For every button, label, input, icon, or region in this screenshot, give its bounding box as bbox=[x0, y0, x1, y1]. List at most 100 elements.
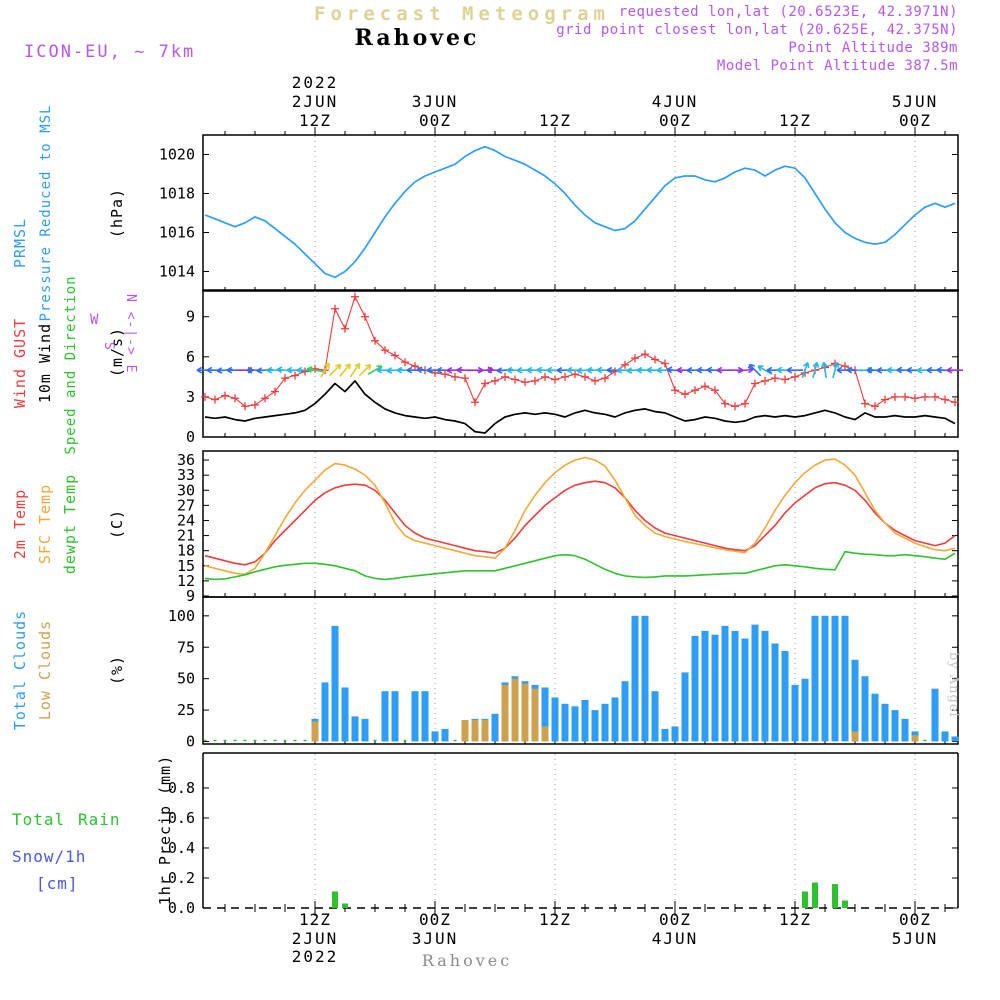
side-label: 1hr Precip (mm) bbox=[156, 755, 174, 905]
wind-arrow-head bbox=[666, 368, 672, 374]
wind-direction-arrow bbox=[832, 362, 838, 379]
wind-arrow-head bbox=[344, 363, 351, 367]
precip-legend-rain: Rain bbox=[78, 810, 121, 829]
low-cloud-bar bbox=[481, 720, 489, 742]
bottom-axis-day-label: 4JUN bbox=[652, 929, 699, 948]
total-cloud-bar bbox=[601, 703, 609, 742]
total-cloud-bar bbox=[641, 615, 649, 742]
wind-arrow-head bbox=[836, 369, 843, 374]
wind-arrow-head bbox=[686, 369, 693, 374]
wind-arrow-head bbox=[706, 369, 713, 374]
y-tick-label: 6 bbox=[186, 348, 195, 366]
meta-grid-point-coords: grid point closest lon,lat (20.625E, 42.… bbox=[556, 22, 958, 38]
total-cloud-bar bbox=[781, 651, 789, 742]
model-label: ICON-EU, ~ 7km bbox=[24, 42, 196, 62]
wind-arrow-head bbox=[586, 369, 593, 374]
y-tick-label: 0.6 bbox=[168, 809, 195, 827]
wind-arrow-head bbox=[596, 369, 603, 374]
wind-arrow-head bbox=[646, 369, 653, 374]
total-cloud-bar bbox=[661, 728, 669, 742]
wind-arrow-head bbox=[886, 369, 893, 374]
wind-arrow-head bbox=[616, 369, 623, 374]
bottom-axis-hour-label: 00Z bbox=[899, 910, 931, 929]
top-axis-year-label: 2022 bbox=[292, 73, 339, 92]
wind-arrow-head bbox=[766, 369, 773, 374]
wind-arrow-head bbox=[206, 369, 213, 374]
y-tick-label: 30 bbox=[177, 481, 195, 499]
y-tick-label: 21 bbox=[177, 527, 195, 545]
wind-arrow-head bbox=[456, 369, 463, 374]
wind-direction-arrow bbox=[320, 362, 330, 378]
precip-legend-cm-unit: [cm] bbox=[36, 874, 79, 893]
wind-arrow-head bbox=[426, 369, 433, 374]
top-axis-hour-label: 00Z bbox=[419, 111, 451, 130]
precip-legend-total: Total bbox=[12, 810, 66, 829]
wind-direction-arrow bbox=[349, 363, 361, 378]
wind-arrow-head bbox=[306, 368, 312, 373]
wind-speed-line bbox=[204, 380, 956, 434]
low-cloud-bar bbox=[511, 678, 519, 742]
total-cloud-bar bbox=[691, 635, 699, 742]
station-title: Rahovec bbox=[354, 25, 480, 51]
y-tick-label: 1016 bbox=[159, 224, 195, 242]
low-cloud-bar bbox=[851, 731, 859, 742]
wind-arrow-head bbox=[406, 369, 413, 374]
total-cloud-bar bbox=[871, 693, 879, 742]
wind-arrow-head bbox=[820, 362, 825, 368]
wind-arrow-head bbox=[846, 369, 853, 374]
low-cloud-bar bbox=[471, 720, 479, 742]
panel-border bbox=[202, 134, 959, 292]
side-label: (hPa) bbox=[108, 188, 126, 238]
total-cloud-bar bbox=[731, 630, 739, 742]
panel-border bbox=[202, 450, 959, 598]
wind-arrow-head bbox=[354, 362, 360, 367]
wind-direction-arrow bbox=[757, 365, 773, 375]
y-tick-label: 75 bbox=[177, 638, 195, 656]
total-cloud-bar bbox=[421, 691, 429, 742]
wind-arrow-head bbox=[323, 362, 330, 367]
total-cloud-bar bbox=[321, 682, 329, 742]
wind-arrow-head bbox=[226, 369, 233, 374]
side-label: SFC Temp bbox=[36, 484, 54, 564]
top-axis-day-label: 2JUN bbox=[292, 92, 339, 111]
temp-dewpoint-line bbox=[204, 550, 956, 581]
pressure-line bbox=[204, 145, 956, 279]
top-axis-hour-label: 12Z bbox=[779, 111, 811, 130]
wind-arrow-head bbox=[386, 370, 393, 374]
total-cloud-bar bbox=[791, 684, 799, 742]
top-axis-hour-label: 00Z bbox=[899, 111, 931, 130]
y-tick-label: 3 bbox=[186, 388, 195, 406]
temp-sfc-line bbox=[204, 456, 956, 576]
total-cloud-bar bbox=[861, 676, 869, 742]
total-cloud-bar bbox=[351, 716, 359, 742]
y-tick-label: 33 bbox=[177, 466, 195, 484]
total-cloud-bar bbox=[551, 697, 559, 742]
wind-arrow-head bbox=[446, 369, 453, 374]
total-cloud-bar bbox=[491, 713, 499, 742]
total-cloud-bar bbox=[761, 630, 769, 742]
side-label: dewpt Temp bbox=[61, 474, 79, 574]
y-tick-label: 18 bbox=[177, 542, 195, 560]
total-cloud-bar bbox=[751, 624, 759, 742]
total-cloud-bar bbox=[581, 700, 589, 742]
wind-arrow-head bbox=[696, 369, 703, 374]
total-cloud-bar bbox=[711, 634, 719, 742]
wind-arrow-head bbox=[636, 369, 643, 374]
y-tick-label: 0.0 bbox=[168, 899, 195, 917]
top-axis-day-label: 4JUN bbox=[652, 92, 699, 111]
total-cloud-bar bbox=[651, 691, 659, 742]
wind-arrow-head bbox=[526, 369, 533, 374]
compass-west-label: W bbox=[90, 312, 99, 328]
y-tick-label: 1020 bbox=[159, 146, 195, 164]
bottom-axis-hour-label: 12Z bbox=[539, 910, 571, 929]
side-label: 2m Temp bbox=[11, 489, 29, 559]
total-cloud-bar bbox=[721, 625, 729, 742]
wind-arrow-head bbox=[776, 369, 783, 374]
low-cloud-bar bbox=[461, 720, 469, 742]
total-cloud-bar bbox=[591, 710, 599, 742]
temp-2m-line bbox=[204, 480, 956, 566]
y-tick-label: 0.4 bbox=[168, 839, 195, 857]
meta-point-altitude: Point Altitude 389m bbox=[788, 40, 958, 56]
rain-bar bbox=[332, 891, 338, 908]
side-label: 10m Wind bbox=[36, 323, 54, 403]
